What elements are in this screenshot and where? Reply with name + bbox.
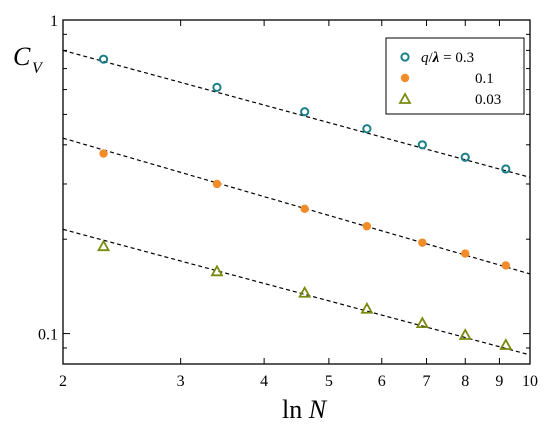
y-axis-ticks: 0.11	[38, 13, 530, 365]
data-point	[300, 204, 309, 214]
fit-line	[62, 137, 531, 275]
x-tick-label: 9	[495, 373, 503, 390]
data-point	[415, 316, 429, 329]
legend: q/λ = 0.3 0.1 0.03	[385, 37, 525, 115]
data-point	[300, 107, 310, 117]
legend-box	[385, 37, 525, 115]
y-tick-label: 1	[50, 13, 58, 30]
legend-q: q	[421, 50, 429, 66]
legend-marker	[400, 52, 410, 62]
x-axis-label: ln N	[282, 395, 328, 424]
x-axis-label-main: ln	[282, 395, 302, 424]
y-axis-label-main: C	[13, 42, 31, 71]
data-point	[460, 152, 470, 162]
x-axis-ticks: 2 3 4 5 6 7 8 9 10	[59, 20, 538, 390]
data-point	[499, 338, 513, 350]
legend-eq: =	[439, 50, 455, 66]
legend-header: q/λ = 0.3	[421, 50, 474, 66]
svg-text:C: C	[13, 42, 31, 71]
svg-text:V: V	[32, 60, 44, 77]
data-point	[418, 238, 427, 247]
legend-marker	[400, 73, 410, 83]
plot-frame	[62, 19, 531, 365]
data-point	[99, 149, 108, 158]
y-axis-label: C V	[13, 42, 44, 77]
y-axis-label-sub: V	[32, 60, 44, 77]
x-tick-label: 7	[423, 373, 431, 390]
data-point	[362, 222, 372, 231]
fit-line	[62, 49, 531, 178]
data-point	[417, 140, 427, 150]
x-tick-label: 5	[325, 373, 333, 390]
legend-entry-2: 0.03	[475, 92, 501, 108]
svg-text:ln N: ln N	[282, 395, 328, 424]
x-tick-label: 6	[378, 373, 386, 390]
data-point	[458, 328, 472, 340]
legend-lambda: λ	[432, 50, 440, 66]
data-point	[97, 239, 111, 252]
data-point	[98, 54, 109, 64]
data-point	[212, 179, 222, 189]
data-point	[461, 249, 470, 258]
legend-entry-1: 0.1	[475, 71, 494, 87]
x-tick-label: 2	[59, 373, 67, 390]
x-axis-label-italic: N	[308, 395, 328, 424]
fit-lines	[62, 49, 531, 356]
x-tick-label: 3	[177, 373, 185, 390]
fit-line	[62, 228, 531, 356]
legend-marker	[398, 92, 412, 104]
data-point	[360, 301, 374, 314]
data-point	[298, 285, 312, 298]
y-tick-label: 0.1	[38, 327, 58, 344]
x-tick-label: 8	[461, 373, 469, 390]
x-tick-label: 4	[260, 373, 268, 390]
legend-markers	[398, 52, 412, 104]
data-point	[501, 261, 511, 270]
data-markers	[97, 54, 513, 350]
data-point	[501, 164, 511, 174]
data-point	[362, 124, 372, 134]
legend-slash: /	[429, 50, 434, 66]
x-tick-label: 10	[522, 373, 538, 390]
data-point	[210, 264, 224, 277]
legend-entry-0: 0.3	[455, 50, 474, 66]
data-point	[212, 82, 222, 92]
